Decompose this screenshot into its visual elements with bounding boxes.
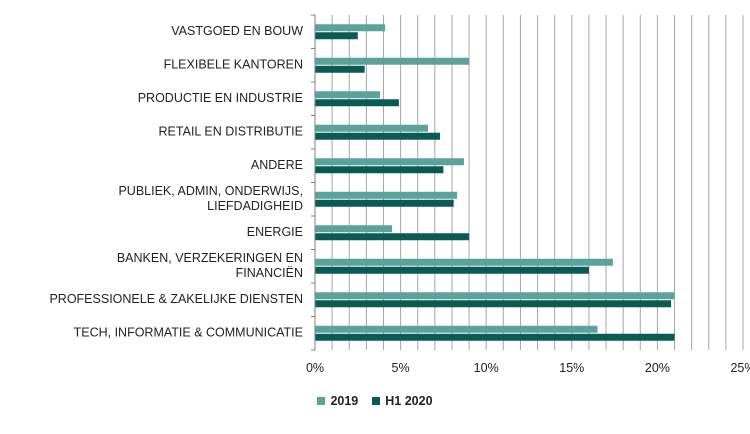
category-label-2: FLEXIBELE KANTOREN xyxy=(164,58,303,72)
bar-series-1-9 xyxy=(315,292,675,300)
category-label-1: VASTGOED EN BOUW xyxy=(171,24,303,38)
bar-series-1-10 xyxy=(315,325,598,333)
bar-series-2-8 xyxy=(315,266,589,274)
bar-series-1-8 xyxy=(315,258,613,266)
x-tick-label: 5% xyxy=(392,361,410,375)
category-label-6-line-2: LIEFDADIGHEID xyxy=(207,199,303,213)
bar-series-2-7 xyxy=(315,233,470,241)
category-label-5: ANDERE xyxy=(251,158,303,172)
category-label-7: ENERGIE xyxy=(247,225,303,239)
bar-series-1-5 xyxy=(315,158,464,166)
category-label-9: PROFESSIONELE & ZAKELIJKE DIENSTEN xyxy=(49,292,303,306)
bars xyxy=(315,24,675,341)
bar-series-1-6 xyxy=(315,191,458,199)
legend-swatch-series-2 xyxy=(372,397,381,405)
category-label-4: RETAIL EN DISTRIBUTIE xyxy=(159,125,303,139)
bar-series-2-5 xyxy=(315,166,444,174)
bar-series-1-1 xyxy=(315,24,386,32)
bar-series-2-9 xyxy=(315,300,672,308)
category-label-3: PRODUCTIE EN INDUSTRIE xyxy=(138,91,303,105)
bar-series-1-2 xyxy=(315,57,470,65)
legend-label-series-1: 2019 xyxy=(330,394,359,408)
bar-series-2-3 xyxy=(315,99,399,107)
x-tick-label: 15% xyxy=(559,361,584,375)
x-tick-label: 20% xyxy=(645,361,670,375)
x-tick-label: 10% xyxy=(474,361,499,375)
legend-swatch-series-1 xyxy=(317,397,326,405)
x-axis-ticks: 0% 5% 10% 15% 20% 25% xyxy=(306,361,750,375)
category-label-6-line-1: PUBLIEK, ADMIN, ONDERWIJS, xyxy=(118,184,303,198)
bar-series-2-6 xyxy=(315,199,454,207)
bar-series-2-10 xyxy=(315,333,675,341)
x-tick-label: 25% xyxy=(730,361,750,375)
category-label-10: TECH, INFORMATIE & COMMUNICATIE xyxy=(74,326,303,340)
bar-series-1-7 xyxy=(315,225,393,233)
category-label-8-line-2: FINANCIËN xyxy=(236,266,303,280)
legend-item-series-1: 2019 xyxy=(317,394,358,408)
category-label-8-line-1: BANKEN, VERZEKERINGEN EN xyxy=(117,251,303,265)
grid-lines xyxy=(311,14,744,351)
bar-series-2-4 xyxy=(315,132,440,140)
category-labels: VASTGOED EN BOUW FLEXIBELE KANTOREN PRODUC… xyxy=(49,24,303,340)
legend: 2019 H1 2020 xyxy=(0,394,750,408)
x-tick-label: 0% xyxy=(306,361,324,375)
bar-series-1-4 xyxy=(315,124,428,132)
legend-label-series-2: H1 2020 xyxy=(385,394,433,408)
bar-series-2-1 xyxy=(315,32,358,40)
bar-series-1-3 xyxy=(315,91,381,99)
legend-item-series-2: H1 2020 xyxy=(372,394,433,408)
bar-series-2-2 xyxy=(315,65,365,73)
